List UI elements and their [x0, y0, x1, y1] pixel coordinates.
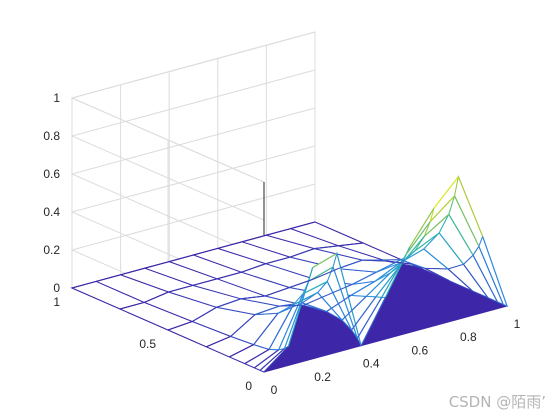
mesh-line: [400, 259, 426, 269]
mesh-line: [482, 236, 508, 307]
mesh-line: [478, 246, 504, 305]
mesh-surface: [70, 174, 509, 373]
mesh-line: [327, 283, 353, 296]
mesh-line: [362, 259, 387, 262]
mesh-line: [351, 296, 377, 331]
mesh-line: [350, 280, 376, 296]
mesh-line: [244, 348, 270, 365]
mesh-line: [168, 284, 194, 293]
mesh-line: [360, 296, 386, 346]
x-tick-label: 1: [514, 317, 521, 331]
mesh-line: [289, 248, 315, 258]
mesh-line: [409, 207, 435, 248]
mesh-line: [351, 271, 377, 285]
mesh-line: [216, 298, 242, 308]
mesh-line: [279, 304, 304, 307]
mesh-line: [217, 241, 243, 249]
mesh-line: [289, 278, 314, 289]
mesh-line: [230, 314, 256, 337]
mesh-line: [308, 266, 334, 282]
mesh-line: [405, 221, 431, 256]
x-tick-label: 0: [271, 383, 278, 397]
y-tick-label: 1: [53, 295, 60, 309]
mesh-line: [206, 335, 231, 348]
mesh-line: [144, 291, 169, 303]
mesh-line: [265, 286, 290, 297]
mesh-line: [229, 344, 254, 358]
mesh-line: [433, 176, 459, 209]
y-tick-label: 0.5: [139, 337, 156, 351]
mesh-line: [240, 295, 266, 300]
mesh-line: [120, 267, 146, 276]
mesh-line: [192, 278, 218, 286]
mesh-line: [447, 268, 473, 292]
mesh-line: [332, 266, 358, 339]
mesh-line: [263, 346, 289, 373]
mesh-line: [268, 304, 294, 350]
z-tick-label: 1: [53, 91, 60, 105]
mesh-line: [356, 297, 383, 339]
mesh-line: [293, 292, 318, 306]
mesh-line: [423, 248, 449, 270]
mesh-line: [217, 271, 242, 280]
z-tick-label: 0.8: [43, 129, 60, 143]
mesh-line: [266, 228, 291, 236]
mesh-line: [302, 281, 328, 295]
mesh-line: [265, 256, 291, 265]
z-tick-label: 0: [53, 281, 60, 295]
mesh-line: [277, 302, 303, 314]
z-tick-label: 0.2: [43, 243, 60, 257]
x-tick-label: 0.8: [460, 330, 477, 344]
x-tick-label: 0.6: [411, 343, 428, 357]
mesh-line: [463, 263, 489, 298]
mesh-line: [424, 213, 450, 237]
mesh-line: [374, 262, 400, 282]
x-tick-label: 0.2: [314, 370, 331, 384]
mesh-line: [457, 176, 484, 237]
mesh-line: [253, 312, 279, 345]
mesh-line: [144, 261, 170, 269]
mesh-line: [326, 294, 352, 312]
mesh-line: [454, 195, 480, 247]
mesh-line: [472, 254, 498, 303]
mesh-line: [448, 214, 474, 256]
mesh-line: [303, 294, 329, 306]
mesh-line: [341, 296, 367, 321]
mesh-line: [290, 221, 316, 230]
x-tick-label: 0.4: [363, 357, 380, 371]
z-tick-label: 0.4: [43, 205, 60, 219]
mesh-line: [96, 274, 121, 282]
mesh-line: [278, 293, 304, 351]
mesh-line: [365, 272, 391, 297]
mesh-line: [119, 301, 145, 310]
mesh-line: [71, 280, 97, 289]
mesh-line: [241, 263, 266, 273]
mesh-line: [167, 320, 193, 331]
mesh-line: [193, 247, 218, 256]
mesh-line: [414, 232, 440, 252]
mesh-line: [259, 348, 285, 371]
mesh-line: [254, 305, 280, 316]
mesh-line: [254, 349, 280, 369]
mesh-line: [312, 252, 338, 269]
mesh-line: [314, 245, 339, 250]
mesh-line: [386, 260, 412, 265]
watermark: CSDN @陌雨’: [448, 393, 546, 411]
mesh-line: [313, 268, 339, 280]
mesh-line: [424, 267, 450, 282]
mesh-line: [338, 242, 364, 247]
mesh-line: [326, 281, 353, 331]
mesh-line: [192, 306, 217, 322]
mesh-line: [429, 195, 455, 222]
z-tick-label: 0.6: [43, 167, 60, 181]
mesh-line: [169, 254, 194, 263]
mesh-line: [337, 259, 363, 270]
mesh-line: [438, 232, 464, 265]
mesh-line: [336, 253, 362, 346]
mesh-line: [375, 265, 401, 298]
y-tick-label: 0: [245, 379, 252, 393]
mesh-line: [241, 234, 267, 243]
